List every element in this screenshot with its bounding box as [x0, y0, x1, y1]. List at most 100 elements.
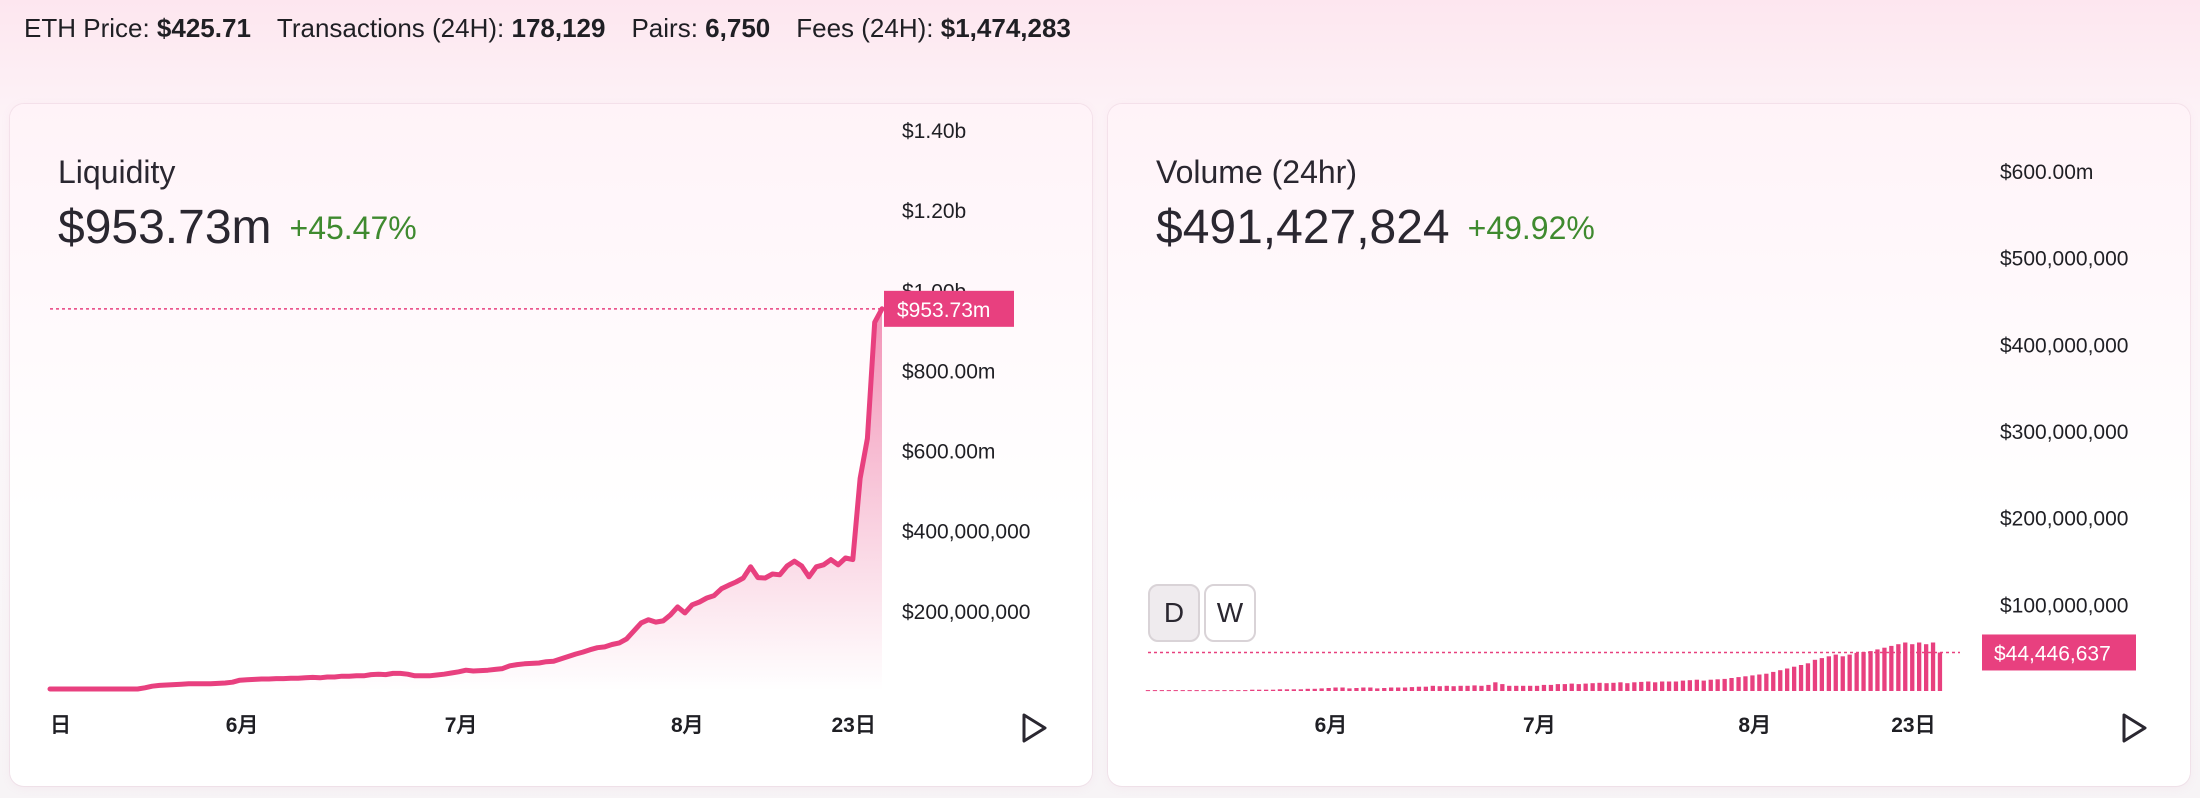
transactions-value: 178,129 [511, 12, 606, 43]
volume-bar [1847, 654, 1852, 691]
volume-title: Volume (24hr) [1156, 154, 1357, 190]
volume-card: $100,000,000 $200,000,000 $300,000,000 $400… [1108, 104, 2190, 786]
y-tick-label: $300,000,000 [2000, 421, 2128, 444]
liquidity-area [50, 308, 882, 691]
volume-bar [1764, 673, 1769, 691]
volume-bar [1896, 644, 1901, 691]
volume-bar [1625, 683, 1630, 691]
y-tick-label: $1.40b [902, 120, 966, 143]
volume-value: $491,427,824 [1156, 201, 1450, 254]
volume-bar [1708, 679, 1713, 691]
volume-bar [1500, 684, 1505, 691]
liquidity-line [47, 306, 885, 692]
volume-bar [1284, 689, 1290, 691]
volume-bar [1576, 684, 1581, 691]
volume-bar [1819, 658, 1824, 691]
volume-bar [1187, 690, 1192, 692]
volume-bar [1215, 690, 1220, 692]
volume-bar [1910, 644, 1915, 691]
play-icon[interactable] [2116, 710, 2152, 746]
volume-bar [1854, 652, 1859, 691]
volume-bar [1145, 690, 1151, 692]
y-tick-label: $500,000,000 [2000, 248, 2128, 271]
volume-bar [1861, 652, 1866, 691]
volume-bar [1903, 642, 1908, 691]
volume-bar [1757, 674, 1762, 691]
volume-bar [1590, 683, 1595, 691]
volume-bar [1743, 676, 1748, 691]
volume-bar [1937, 652, 1943, 691]
volume-bar [1312, 688, 1317, 691]
pairs-label: Pairs: [631, 12, 698, 43]
volume-bar [1277, 689, 1283, 691]
volume-bar [1493, 682, 1498, 691]
volume-bar [1666, 681, 1672, 691]
volume-bar [1597, 682, 1602, 691]
y-tick-label: $600.00m [2000, 161, 2093, 184]
y-tick-label: $200,000,000 [902, 601, 1030, 624]
liquidity-value: $953.73m [58, 201, 272, 254]
volume-bar [1833, 654, 1838, 691]
volume-bar [1250, 689, 1255, 691]
y-tick-label: $400,000,000 [2000, 334, 2128, 357]
volume-bar [1917, 642, 1922, 691]
volume-bar [1451, 686, 1456, 691]
volume-bar [1458, 685, 1463, 691]
volume-bar [1514, 685, 1519, 691]
volume-bar [1236, 690, 1241, 692]
volume-bar [1319, 688, 1324, 691]
volume-bar [1812, 659, 1818, 691]
volume-bar [1486, 684, 1491, 691]
y-tick-label: $200,000,000 [2000, 508, 2128, 531]
volume-bar [1673, 681, 1679, 691]
volume-bar [1611, 682, 1616, 691]
volume-bar [1534, 685, 1540, 691]
liquidity-chart[interactable]: $200,000,000 $400,000,000 $600.00m $800.00m… [10, 104, 1092, 786]
day-toggle-button[interactable]: D [1148, 584, 1200, 642]
current-value-label: $44,446,637 [1994, 642, 2111, 665]
volume-bar [1541, 684, 1547, 691]
volume-bar [1805, 663, 1811, 691]
volume-bar [1840, 656, 1845, 691]
volume-bar [1729, 678, 1734, 691]
x-tick-label: 23日 [832, 714, 876, 737]
volume-bar [1180, 690, 1185, 692]
volume-bar [1430, 685, 1435, 691]
volume-bar [1333, 687, 1338, 691]
volume-chart[interactable]: $100,000,000 $200,000,000 $300,000,000 $400… [1108, 104, 2190, 786]
volume-bar [1291, 689, 1296, 691]
volume-bar [1270, 689, 1276, 691]
y-tick-label: $1.20b [902, 200, 966, 223]
volume-bar [1646, 681, 1651, 691]
play-icon[interactable] [1016, 710, 1052, 746]
volume-bar [1555, 684, 1560, 691]
volume-bar [1396, 687, 1401, 691]
liquidity-value-row: $953.73m +45.47% [58, 200, 417, 255]
volume-bar [1785, 668, 1790, 691]
volume-bar [1507, 685, 1512, 691]
volume-bar [1930, 642, 1936, 691]
volume-bar [1465, 685, 1470, 691]
pairs-stat: Pairs: 6,750 [631, 13, 770, 44]
volume-bar [1694, 679, 1699, 691]
volume-bar [1347, 688, 1352, 691]
week-toggle-button[interactable]: W [1204, 584, 1256, 642]
volume-bar [1389, 687, 1394, 691]
volume-bar [1416, 686, 1422, 691]
pairs-value: 6,750 [705, 12, 771, 43]
x-tick-label: 8月 [671, 714, 704, 737]
volume-bar [1298, 689, 1303, 691]
volume-bar [1715, 679, 1720, 691]
volume-bar [1340, 687, 1345, 691]
volume-bar [1687, 680, 1692, 691]
volume-bar [1326, 688, 1331, 691]
x-tick-label: 6月 [1315, 714, 1348, 737]
fees-value: $1,474,283 [940, 12, 1071, 43]
liquidity-title: Liquidity [58, 154, 176, 190]
y-tick-label: $400,000,000 [902, 521, 1030, 544]
volume-bar [1152, 690, 1158, 692]
volume-bar [1618, 682, 1623, 691]
eth-price-label: ETH Price: [24, 12, 150, 43]
volume-bar [1423, 686, 1428, 691]
volume-bar [1257, 689, 1262, 691]
